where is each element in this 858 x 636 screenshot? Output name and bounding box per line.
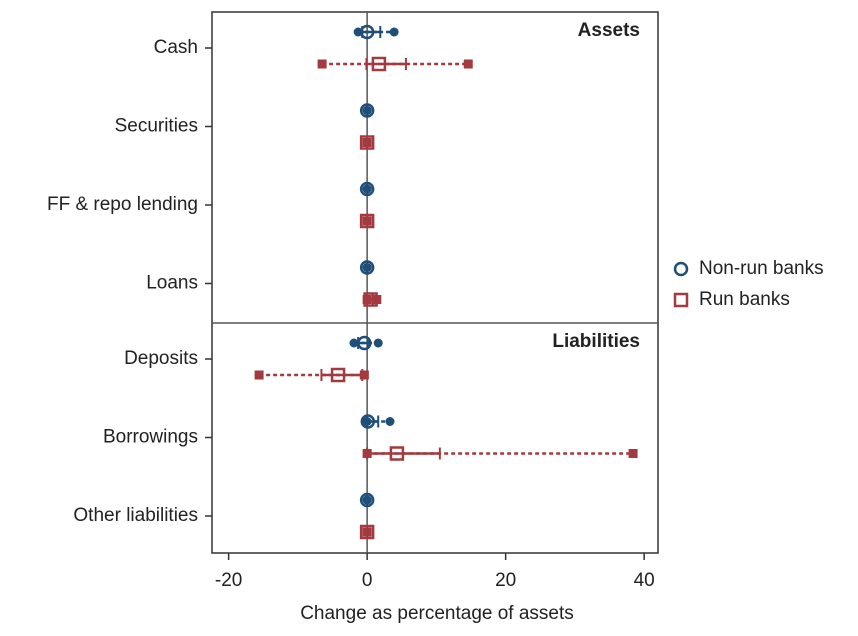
legend-marker	[673, 292, 689, 308]
x-axis-label: Change as percentage of assets	[300, 603, 574, 624]
x-tick-label: 40	[634, 570, 655, 591]
center-marker	[359, 103, 375, 118]
y-tick-label: Deposits	[124, 348, 198, 369]
y-tick-label: Cash	[154, 37, 198, 58]
end-dot	[362, 184, 372, 194]
end-dot	[373, 338, 383, 348]
x-tick-label: 0	[362, 570, 373, 591]
center-marker	[359, 181, 375, 197]
center-marker	[359, 213, 375, 229]
panel-title: Liabilities	[552, 331, 640, 352]
center-marker	[330, 367, 346, 383]
center-marker	[359, 24, 375, 40]
center-marker	[357, 335, 372, 351]
center-marker	[359, 135, 375, 150]
x-tick-label: 20	[495, 570, 516, 591]
center-marker	[389, 446, 405, 461]
y-tick-label: Borrowings	[103, 427, 198, 448]
center-marker	[359, 492, 375, 508]
center-marker	[360, 414, 376, 429]
end-dot	[385, 417, 395, 426]
end-dot	[362, 138, 372, 147]
plot-frame	[211, 11, 659, 554]
end-dot	[362, 417, 372, 426]
end-dot	[389, 27, 399, 37]
y-tick-label: Loans	[146, 273, 198, 294]
end-dot	[362, 449, 372, 458]
panel-title: Assets	[578, 20, 640, 41]
end-dot	[254, 370, 264, 380]
end-dot	[362, 527, 372, 537]
y-tick-label: Other liabilities	[73, 505, 198, 526]
x-tick-label: -20	[215, 570, 242, 591]
end-dot	[628, 449, 638, 458]
end-dot	[362, 495, 372, 505]
end-dot	[463, 59, 473, 69]
end-dot	[362, 295, 372, 304]
legend-marker	[673, 261, 689, 277]
center-marker	[359, 260, 375, 275]
legend-label: Non-run banks	[699, 258, 824, 279]
end-dot	[362, 216, 372, 226]
end-dot	[317, 59, 327, 69]
center-marker	[371, 56, 387, 72]
center-marker	[363, 292, 378, 307]
y-tick-label: FF & repo lending	[47, 194, 198, 215]
end-dot	[359, 370, 369, 380]
legend-label: Run banks	[699, 289, 790, 310]
y-tick-label: Securities	[115, 116, 198, 137]
end-dot	[362, 263, 372, 272]
center-marker	[359, 524, 375, 540]
end-dot	[349, 338, 359, 348]
end-dot	[362, 106, 372, 115]
